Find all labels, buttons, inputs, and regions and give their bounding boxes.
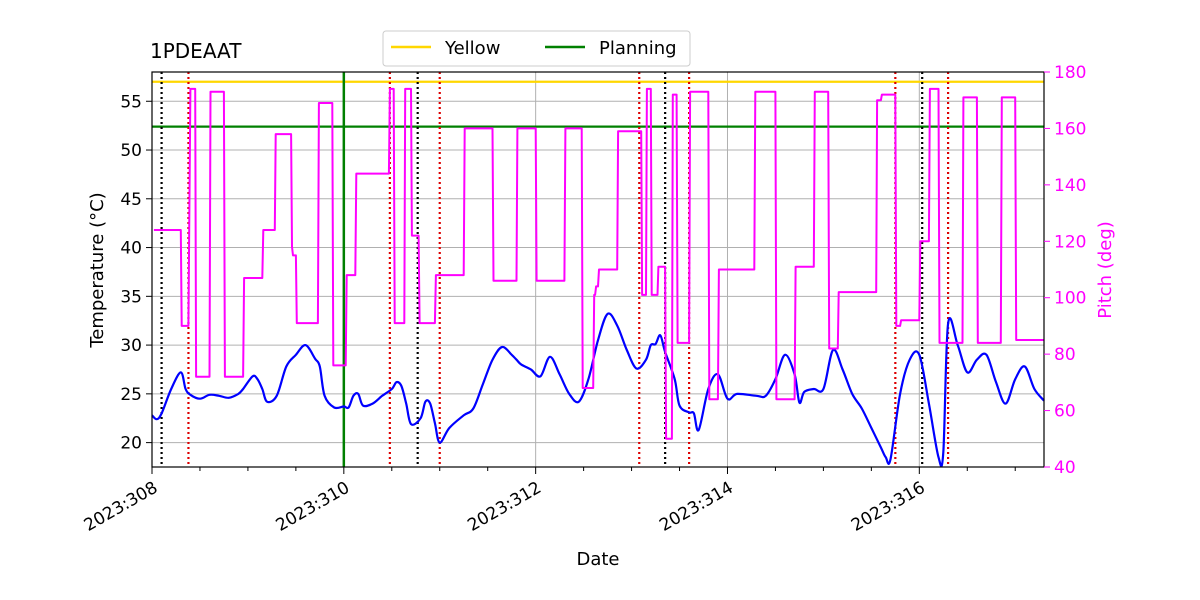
y2-tick-label-1: 60 <box>1054 402 1076 422</box>
event-markers <box>160 72 950 467</box>
chart-title: 1PDEAAT <box>150 39 242 63</box>
plot-frame <box>151 71 1045 468</box>
y-axis-left: 20 25 30 35 40 45 50 55 <box>120 92 152 454</box>
x-axis: 2023:308 2023:310 2023:312 2023:314 2023:316 <box>81 467 1016 536</box>
series-line-pitch <box>153 87 1044 440</box>
x-axis-label: Date <box>576 549 619 570</box>
legend: Yellow Planning <box>382 30 691 67</box>
y2-tick-label-4: 120 <box>1054 232 1086 252</box>
legend-label-planning: Planning <box>599 38 677 59</box>
y-tick-label-4: 40 <box>120 239 142 259</box>
y2-tick-label-7: 180 <box>1054 63 1086 83</box>
y-axis-right: 40 60 80 100 120 140 160 180 <box>1044 63 1086 478</box>
x-tick-label-2: 2023:312 <box>464 478 545 536</box>
x-tick-label-4: 2023:316 <box>848 478 929 536</box>
legend-label-yellow: Yellow <box>444 38 500 59</box>
x-tick-label-3: 2023:314 <box>656 478 737 536</box>
series <box>151 87 1045 468</box>
y-tick-label-7: 55 <box>120 92 142 112</box>
legend-box <box>382 30 691 67</box>
y2-tick-label-3: 100 <box>1054 289 1086 309</box>
series-line-temperature <box>151 312 1045 468</box>
y2-tick-label-2: 80 <box>1054 345 1076 365</box>
y-tick-label-1: 25 <box>120 385 142 405</box>
y2-tick-label-0: 40 <box>1054 458 1076 478</box>
y2-axis-label: Pitch (deg) <box>1095 221 1116 319</box>
y-axis-label: Temperature (°C) <box>87 192 108 348</box>
x-tick-label-1: 2023:310 <box>273 478 354 536</box>
y-tick-label-6: 50 <box>120 141 142 161</box>
y-tick-label-0: 20 <box>120 434 142 454</box>
y2-tick-label-6: 160 <box>1054 119 1086 139</box>
y-tick-label-2: 30 <box>120 336 142 356</box>
y-tick-label-3: 35 <box>120 287 142 307</box>
y2-tick-label-5: 140 <box>1054 176 1086 196</box>
y-tick-label-5: 45 <box>120 190 142 210</box>
x-tick-label-0: 2023:308 <box>81 478 162 536</box>
